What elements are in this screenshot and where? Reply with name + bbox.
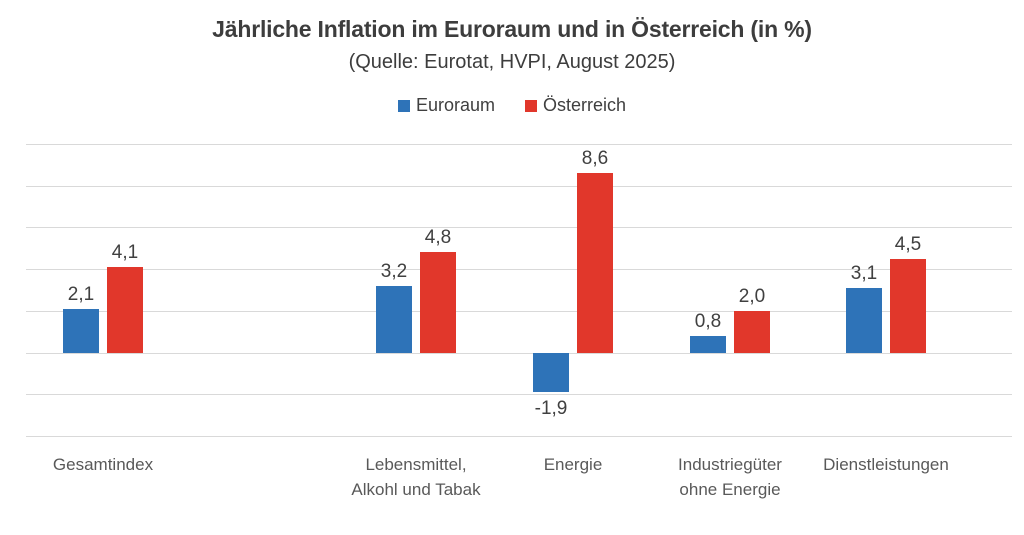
plot-area: 2,1 3,2 -1,9 0,8 3,1 4,1 4,8 8,6 2,0 4,5 Gesamtind…	[26, 144, 1012, 499]
bar-value-label: 2,0	[738, 285, 766, 307]
chart-title: Jährliche Inflation im Euroraum und in Ö…	[212, 16, 812, 42]
category-label: Gesamtindex	[52, 455, 154, 474]
category-label: Energie	[543, 455, 603, 474]
euroraum-swatch-icon	[397, 99, 410, 112]
gridline	[26, 394, 1012, 396]
category-label: Lebensmittel, Alkohl und Tabak	[351, 455, 481, 499]
legend-item-euroraum: Euroraum	[397, 95, 495, 116]
gridline	[26, 436, 1012, 437]
gridline	[26, 269, 1012, 271]
oesterreich-swatch-icon	[525, 99, 537, 112]
bar-österreich	[420, 252, 456, 353]
gridline	[26, 185, 1012, 187]
legend-item-oesterreich: Österreich	[525, 95, 626, 116]
bar-value-label: 0,8	[694, 310, 722, 332]
bar-österreich	[577, 173, 613, 353]
bar-value-label: -1,9	[534, 398, 568, 420]
bar-österreich	[734, 310, 770, 353]
bar-euroraum	[533, 352, 569, 393]
bar-österreich	[890, 258, 926, 353]
legend-label-oesterreich: Österreich	[543, 95, 627, 115]
bar-value-label: 3,2	[380, 260, 408, 282]
chart-subtitle: (Quelle: Eurotat, HVPI, August 2025)	[348, 51, 676, 73]
bar-österreich	[107, 267, 143, 353]
gridline	[26, 352, 1012, 354]
bar-value-label: 4,5	[894, 233, 922, 255]
legend: Euroraum Österreich	[0, 95, 1024, 116]
category-label: Dienstleistungen	[823, 455, 949, 474]
bar-value-label: 8,6	[581, 148, 609, 170]
bar-value-label: 3,1	[850, 262, 878, 284]
bar-value-label: 2,1	[67, 283, 95, 305]
bar-value-label: 4,1	[111, 242, 139, 264]
bar-euroraum	[690, 335, 726, 353]
bar-euroraum	[376, 285, 412, 353]
gridline	[26, 144, 1012, 145]
legend-label-euroraum: Euroraum	[415, 95, 495, 115]
gridline	[26, 310, 1012, 312]
category-label: Industriegüter ohne Energie	[678, 455, 782, 499]
bar-euroraum	[846, 287, 882, 353]
gridline	[26, 227, 1012, 229]
bar-euroraum	[63, 308, 99, 353]
bar-value-label: 4,8	[424, 227, 452, 249]
